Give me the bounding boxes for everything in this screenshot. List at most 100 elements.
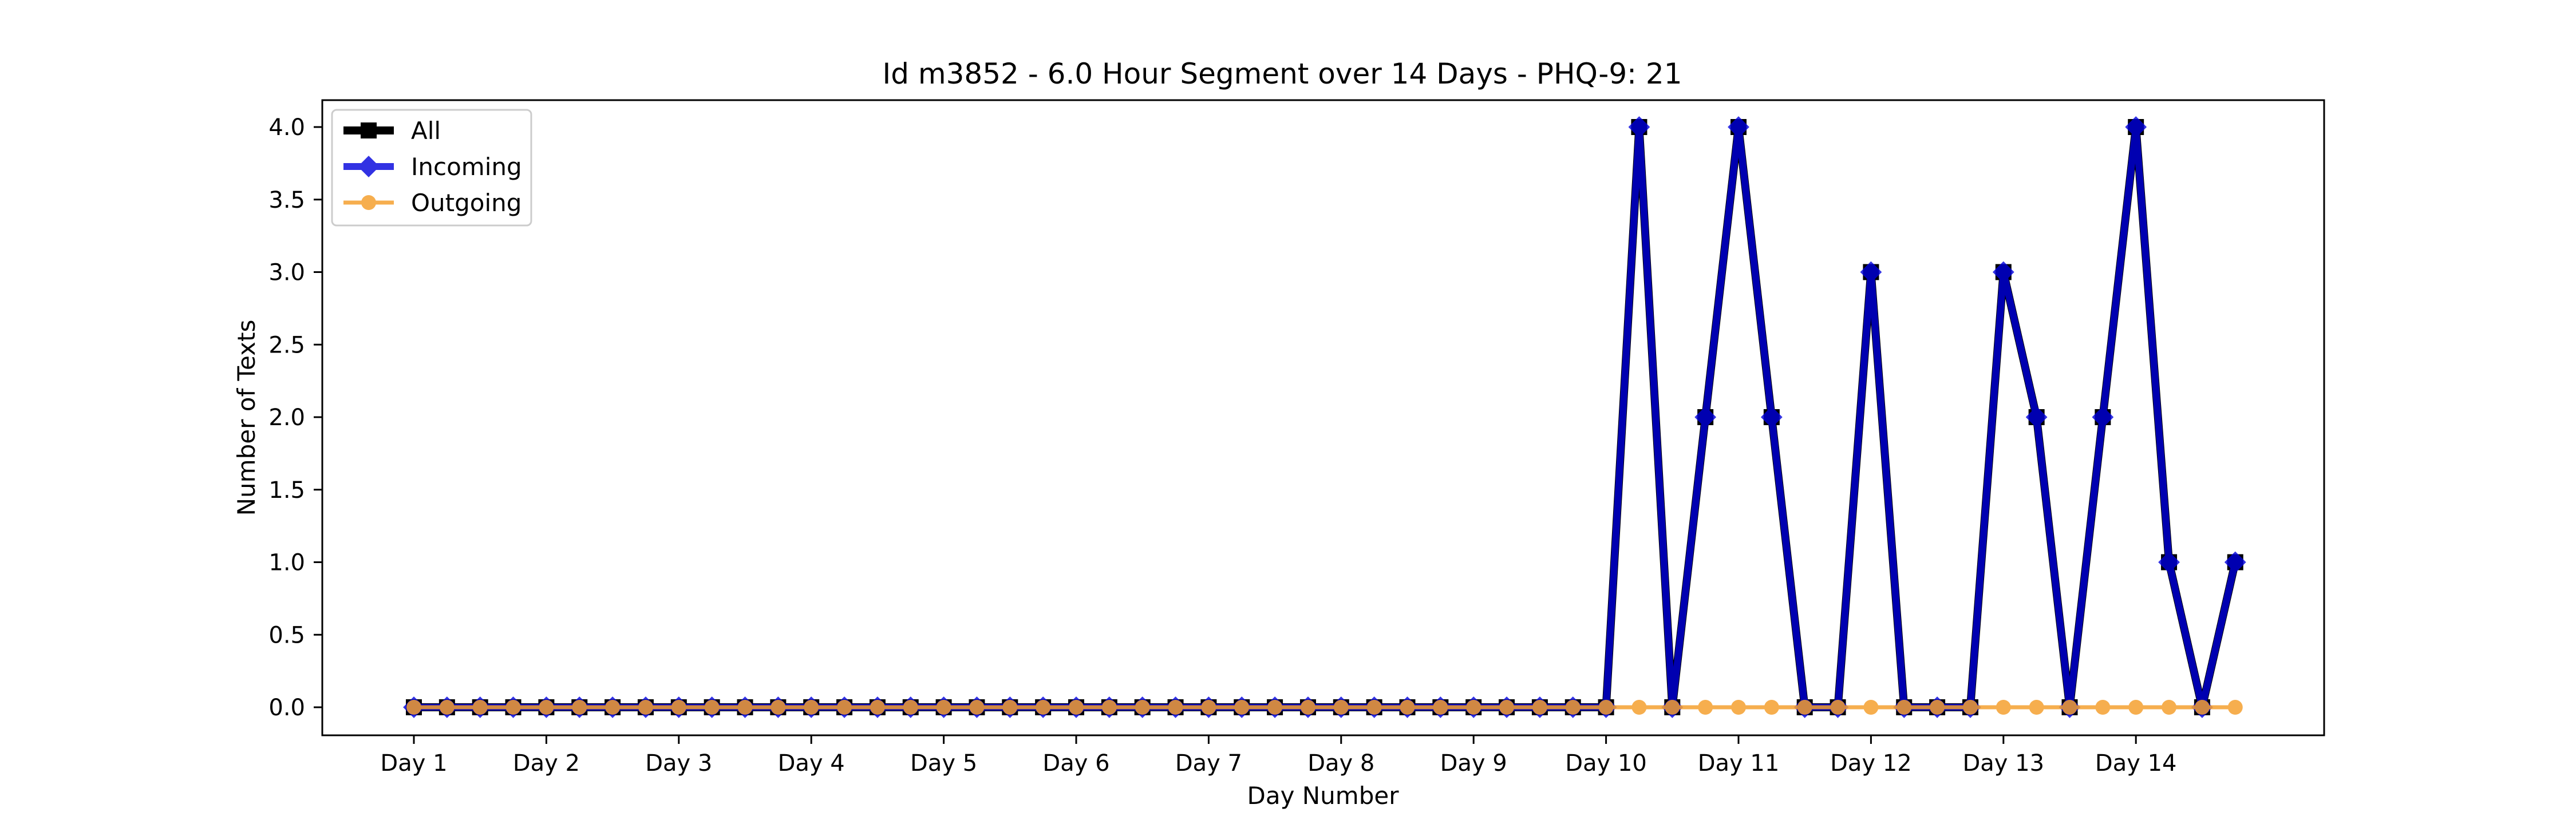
x-tick-label: Day 11 [1698, 750, 1780, 777]
legend-label-incoming: Incoming [411, 153, 522, 181]
data-point-outgoing [1201, 700, 1216, 715]
x-tick-label: Day 3 [645, 750, 712, 777]
data-point-outgoing [804, 700, 819, 715]
data-point-incoming [2025, 406, 2048, 428]
x-tick-label: Day 14 [2095, 750, 2177, 777]
data-point-outgoing [1830, 700, 1846, 715]
data-point-outgoing [1764, 700, 1779, 715]
y-tick-label: 2.0 [268, 405, 305, 431]
data-point-outgoing [936, 700, 951, 715]
x-tick-label: Day 12 [1830, 750, 1912, 777]
data-point-incoming [1628, 116, 1650, 138]
data-point-incoming [1760, 406, 1783, 428]
x-tick-label: Day 6 [1042, 750, 1109, 777]
data-point-outgoing [1532, 700, 1547, 715]
y-tick-label: 3.0 [268, 260, 305, 286]
x-tick-label: Day 1 [380, 750, 447, 777]
x-tick-label: Day 4 [778, 750, 845, 777]
legend-entry-outgoing [343, 195, 394, 210]
data-point-outgoing [1797, 700, 1812, 715]
legend-marker-outgoing [361, 195, 376, 210]
data-point-outgoing [737, 700, 753, 715]
data-point-outgoing [605, 700, 621, 715]
data-point-outgoing [1300, 700, 1315, 715]
data-point-outgoing [1930, 700, 1945, 715]
data-point-outgoing [903, 700, 918, 715]
data-point-outgoing [1101, 700, 1117, 715]
y-tick-label: 2.5 [268, 332, 305, 358]
data-point-outgoing [704, 700, 720, 715]
data-point-outgoing [1069, 700, 1084, 715]
data-point-outgoing [1631, 700, 1647, 715]
data-point-outgoing [472, 700, 488, 715]
data-point-outgoing [771, 700, 786, 715]
y-tick-label: 1.0 [268, 550, 305, 576]
data-point-outgoing [1267, 700, 1283, 715]
data-point-outgoing [1499, 700, 1515, 715]
legend-marker-all [361, 122, 377, 138]
data-point-outgoing [1863, 700, 1879, 715]
data-point-incoming [1860, 261, 1882, 283]
data-point-incoming [2158, 551, 2180, 573]
data-point-outgoing [1598, 700, 1614, 715]
legend-entry-all [343, 122, 394, 138]
data-point-outgoing [1962, 700, 1978, 715]
x-tick-label: Day 10 [1565, 750, 1647, 777]
x-tick-label: Day 13 [1962, 750, 2044, 777]
legend-entry-incoming [343, 156, 394, 177]
y-tick-label: 1.5 [268, 477, 305, 504]
data-point-incoming [2092, 406, 2114, 428]
data-point-outgoing [1665, 700, 1680, 715]
data-point-outgoing [1234, 700, 1250, 715]
data-point-outgoing [837, 700, 852, 715]
data-point-outgoing [1731, 700, 1746, 715]
plot-frame [321, 99, 2325, 736]
legend-label-all: All [411, 117, 441, 145]
x-tick-label: Day 5 [910, 750, 977, 777]
data-point-outgoing [1036, 700, 1051, 715]
data-point-outgoing [2095, 700, 2111, 715]
data-point-outgoing [1366, 700, 1382, 715]
data-point-outgoing [1698, 700, 1713, 715]
y-tick-label: 0.0 [268, 695, 305, 721]
legend-marker-incoming [358, 156, 380, 177]
data-point-outgoing [1897, 700, 1912, 715]
chart-title: Id m3852 - 6.0 Hour Segment over 14 Days… [882, 57, 1682, 90]
x-axis: Day 1 Day 2 Day 3 Day 4 Day 5 Day 6 Day 7 Day 8… [380, 735, 2177, 777]
data-point-outgoing [671, 700, 686, 715]
data-point-incoming [2125, 116, 2147, 138]
data-point-outgoing [1565, 700, 1581, 715]
data-point-outgoing [1168, 700, 1183, 715]
data-point-outgoing [1996, 700, 2011, 715]
data-point-outgoing [638, 700, 653, 715]
data-point-incoming [1728, 116, 1749, 138]
data-point-outgoing [2128, 700, 2144, 715]
data-point-outgoing [1400, 700, 1415, 715]
y-axis-label: Number of Texts [232, 320, 260, 516]
data-point-outgoing [439, 700, 455, 715]
data-point-outgoing [969, 700, 985, 715]
data-point-outgoing [572, 700, 587, 715]
legend-label-outgoing: Outgoing [411, 189, 521, 217]
x-tick-label: Day 2 [513, 750, 580, 777]
x-tick-label: Day 9 [1440, 750, 1507, 777]
data-point-outgoing [1466, 700, 1481, 715]
data-point-outgoing [2062, 700, 2077, 715]
y-tick-label: 3.5 [268, 187, 305, 213]
data-point-outgoing [1333, 700, 1349, 715]
series-outgoing [406, 700, 2243, 715]
data-point-outgoing [2227, 700, 2243, 715]
x-axis-label: Day Number [1247, 782, 1399, 810]
legend: All Incoming Outgoing [331, 109, 532, 227]
series-layer [403, 116, 2246, 718]
x-tick-label: Day 8 [1307, 750, 1374, 777]
data-point-incoming [1694, 406, 1717, 428]
data-point-outgoing [2194, 700, 2210, 715]
y-tick-label: 0.5 [268, 622, 305, 648]
data-point-outgoing [505, 700, 521, 715]
data-point-incoming [2224, 551, 2246, 573]
data-point-outgoing [870, 700, 885, 715]
x-tick-label: Day 7 [1175, 750, 1242, 777]
data-point-incoming [1992, 261, 2014, 283]
data-point-outgoing [2162, 700, 2177, 715]
